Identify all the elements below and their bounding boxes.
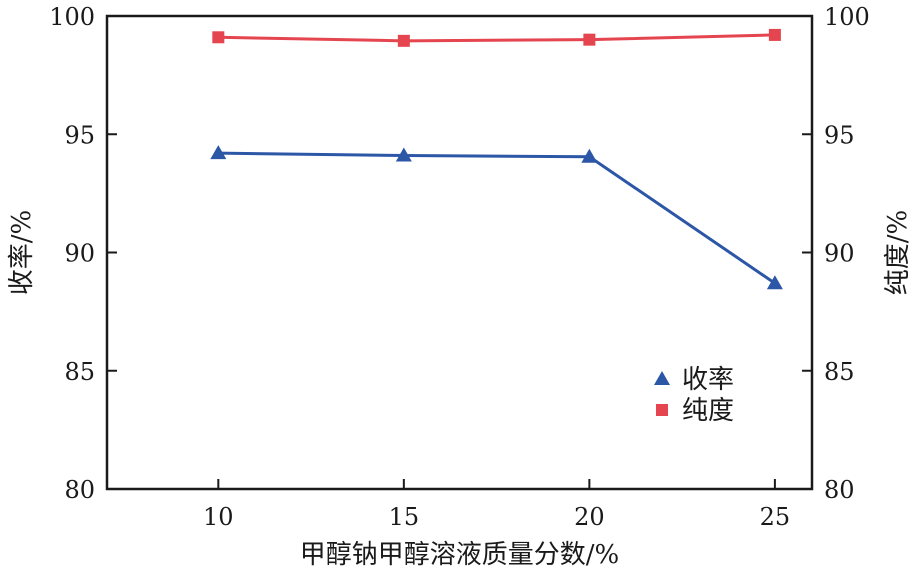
y-right-tick-label-100: 100: [824, 3, 870, 31]
series-0-point-0: [210, 145, 227, 160]
x-tick-label-25: 25: [760, 503, 791, 531]
x-tick-label-15: 15: [389, 503, 420, 531]
legend-label-0: 收率: [682, 365, 734, 395]
y-right-tick-label-95: 95: [824, 121, 855, 149]
y-right-tick-label-85: 85: [824, 358, 855, 386]
x-axis-title: 甲醇钠甲醇溶液质量分数/%: [300, 540, 619, 570]
y-right-tick-label-80: 80: [824, 476, 855, 504]
y-left-tick-label-95: 95: [64, 121, 95, 149]
y-axis-title-right: 纯度/%: [883, 210, 913, 295]
series-line-0: [218, 151, 776, 285]
series-0-point-3: [766, 275, 783, 290]
series-1-point-1: [397, 34, 410, 47]
series-layer: [210, 28, 783, 290]
x-tick-label-10: 10: [203, 503, 234, 531]
y-left-tick-label-80: 80: [64, 476, 95, 504]
series-line-1: [218, 33, 775, 43]
y-left-tick-label-90: 90: [64, 240, 95, 268]
y-right-tick-label-90: 90: [824, 240, 855, 268]
y-left-tick-label-85: 85: [64, 358, 95, 386]
series-1-point-0: [212, 31, 225, 44]
series-1-point-3: [768, 28, 781, 41]
legend-label-1: 纯度: [682, 396, 734, 426]
y-axis-title-left: 收率/%: [7, 210, 37, 295]
series-0-point-1: [395, 147, 412, 162]
y-left-tick-label-100: 100: [49, 3, 95, 31]
ticks-layer: 10 15 20 25 80 85 90 95 100 80 85 90 95 100: [49, 3, 870, 531]
series-1-point-2: [583, 33, 596, 46]
legend-marker-1: [656, 404, 668, 416]
legend-marker-0: [654, 371, 670, 385]
x-tick-label-20: 20: [574, 503, 605, 531]
series-0-point-2: [581, 148, 598, 163]
